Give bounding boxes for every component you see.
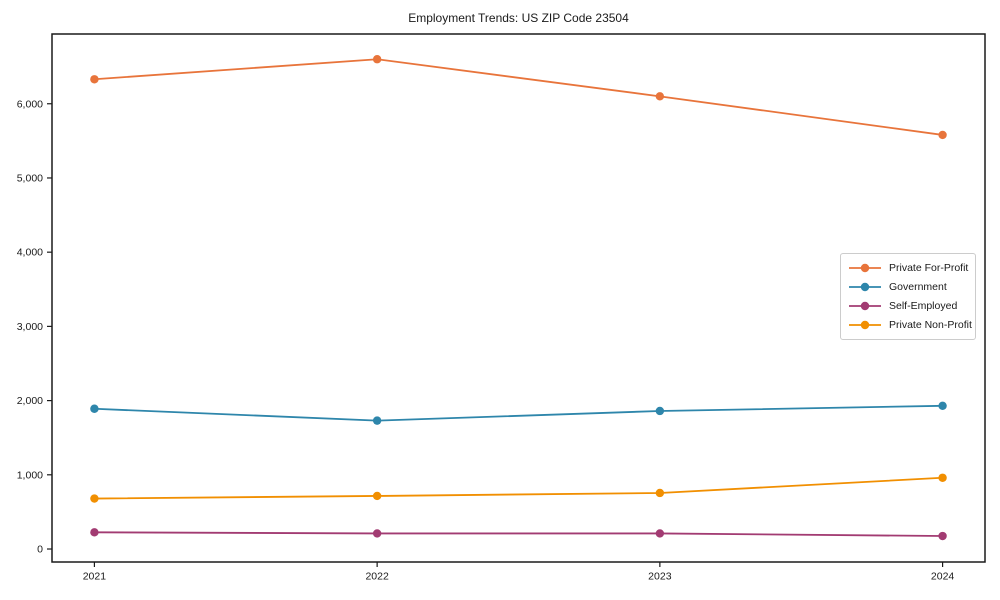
legend-label: Self-Employed xyxy=(889,300,958,313)
data-point xyxy=(938,473,947,482)
data-point xyxy=(372,491,382,501)
legend-dot xyxy=(860,263,870,272)
legend-item-self-employed: Self-Employed xyxy=(848,297,968,316)
x-tick-label: 2022 xyxy=(365,571,389,583)
x-tick-label: 2024 xyxy=(931,571,955,583)
data-point xyxy=(90,75,99,84)
series-line xyxy=(94,531,943,537)
legend-label: Government xyxy=(889,280,947,293)
y-tick-label: 5,000 xyxy=(17,172,43,184)
legend: Private For-Profit Government Self-Emplo… xyxy=(840,253,976,340)
y-tick-label: 0 xyxy=(37,544,43,556)
data-point xyxy=(655,406,665,416)
legend-marker-government xyxy=(849,282,881,292)
y-tick-label: 3,000 xyxy=(17,321,43,333)
plot-border xyxy=(51,33,986,563)
legend-dot xyxy=(860,321,870,330)
legend-marker-private-non-profit xyxy=(849,321,881,330)
data-point xyxy=(655,92,665,101)
legend-item-private-non-profit: Private Non-Profit xyxy=(848,316,972,335)
data-point xyxy=(372,55,382,64)
legend-item-private-for-profit: Private For-Profit xyxy=(848,258,968,277)
legend-dot xyxy=(860,301,870,311)
chart-title: Employment Trends: US ZIP Code 23504 xyxy=(408,11,629,25)
legend-label: Private Non-Profit xyxy=(889,319,972,332)
series-line xyxy=(94,476,943,500)
data-point xyxy=(372,416,382,425)
x-tick-label: 2023 xyxy=(648,571,672,583)
data-point xyxy=(938,531,947,541)
x-tick-label: 2021 xyxy=(83,571,107,583)
legend-item-government: Government xyxy=(848,277,968,296)
y-tick-label: 1,000 xyxy=(17,469,43,481)
data-point xyxy=(90,404,99,413)
data-point xyxy=(938,401,947,410)
legend-marker-private-for-profit xyxy=(849,263,881,272)
series-line xyxy=(94,404,943,422)
data-point xyxy=(655,488,665,498)
y-tick-label: 2,000 xyxy=(17,395,43,407)
y-tick-label: 6,000 xyxy=(17,98,43,110)
legend-dot xyxy=(860,282,870,292)
data-point xyxy=(90,528,99,537)
legend-marker-self-employed xyxy=(849,301,881,311)
data-point xyxy=(372,529,382,538)
legend-label: Private For-Profit xyxy=(889,261,969,274)
data-point xyxy=(90,494,99,503)
series-line xyxy=(94,58,943,136)
y-tick-label: 4,000 xyxy=(17,247,43,259)
data-point xyxy=(655,529,665,538)
data-point xyxy=(938,130,947,140)
